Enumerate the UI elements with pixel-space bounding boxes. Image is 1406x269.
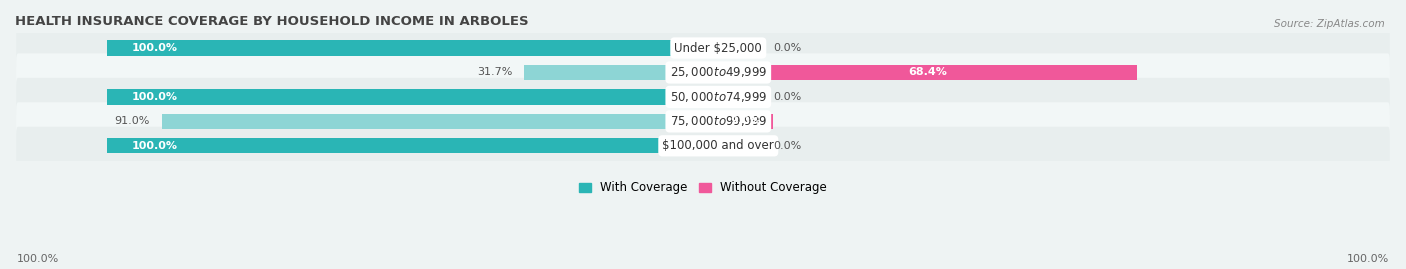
Text: 0.0%: 0.0% bbox=[773, 92, 801, 102]
Text: 0.0%: 0.0% bbox=[773, 43, 801, 53]
Bar bbox=[162, 114, 718, 129]
Bar bbox=[718, 65, 1136, 80]
Bar bbox=[107, 89, 718, 104]
Bar bbox=[718, 40, 761, 56]
FancyBboxPatch shape bbox=[17, 127, 1389, 165]
Text: 0.0%: 0.0% bbox=[773, 141, 801, 151]
FancyBboxPatch shape bbox=[17, 78, 1389, 116]
Text: 100.0%: 100.0% bbox=[131, 43, 177, 53]
Bar bbox=[718, 89, 761, 104]
Text: $25,000 to $49,999: $25,000 to $49,999 bbox=[669, 65, 768, 79]
FancyBboxPatch shape bbox=[17, 53, 1389, 91]
Text: 91.0%: 91.0% bbox=[114, 116, 149, 126]
Bar bbox=[718, 138, 761, 153]
Text: 68.4%: 68.4% bbox=[908, 68, 946, 77]
Text: 9.0%: 9.0% bbox=[730, 116, 761, 126]
Bar bbox=[107, 138, 718, 153]
Text: $75,000 to $99,999: $75,000 to $99,999 bbox=[669, 114, 768, 128]
Text: 100.0%: 100.0% bbox=[131, 141, 177, 151]
Text: 100.0%: 100.0% bbox=[1347, 254, 1389, 264]
Legend: With Coverage, Without Coverage: With Coverage, Without Coverage bbox=[574, 177, 832, 199]
Text: 31.7%: 31.7% bbox=[477, 68, 512, 77]
Text: 100.0%: 100.0% bbox=[131, 92, 177, 102]
FancyBboxPatch shape bbox=[17, 29, 1389, 67]
FancyBboxPatch shape bbox=[17, 102, 1389, 140]
Text: Source: ZipAtlas.com: Source: ZipAtlas.com bbox=[1274, 19, 1385, 29]
Text: $50,000 to $74,999: $50,000 to $74,999 bbox=[669, 90, 768, 104]
Bar bbox=[107, 40, 718, 56]
Text: Under $25,000: Under $25,000 bbox=[675, 41, 762, 55]
Text: 100.0%: 100.0% bbox=[17, 254, 59, 264]
Text: $100,000 and over: $100,000 and over bbox=[662, 139, 775, 152]
Bar bbox=[524, 65, 718, 80]
Text: HEALTH INSURANCE COVERAGE BY HOUSEHOLD INCOME IN ARBOLES: HEALTH INSURANCE COVERAGE BY HOUSEHOLD I… bbox=[15, 15, 529, 28]
Bar bbox=[718, 114, 773, 129]
